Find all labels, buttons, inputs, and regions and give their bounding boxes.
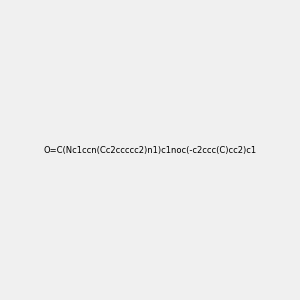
Text: O=C(Nc1ccn(Cc2ccccc2)n1)c1noc(-c2ccc(C)cc2)c1: O=C(Nc1ccn(Cc2ccccc2)n1)c1noc(-c2ccc(C)c…: [44, 146, 256, 154]
